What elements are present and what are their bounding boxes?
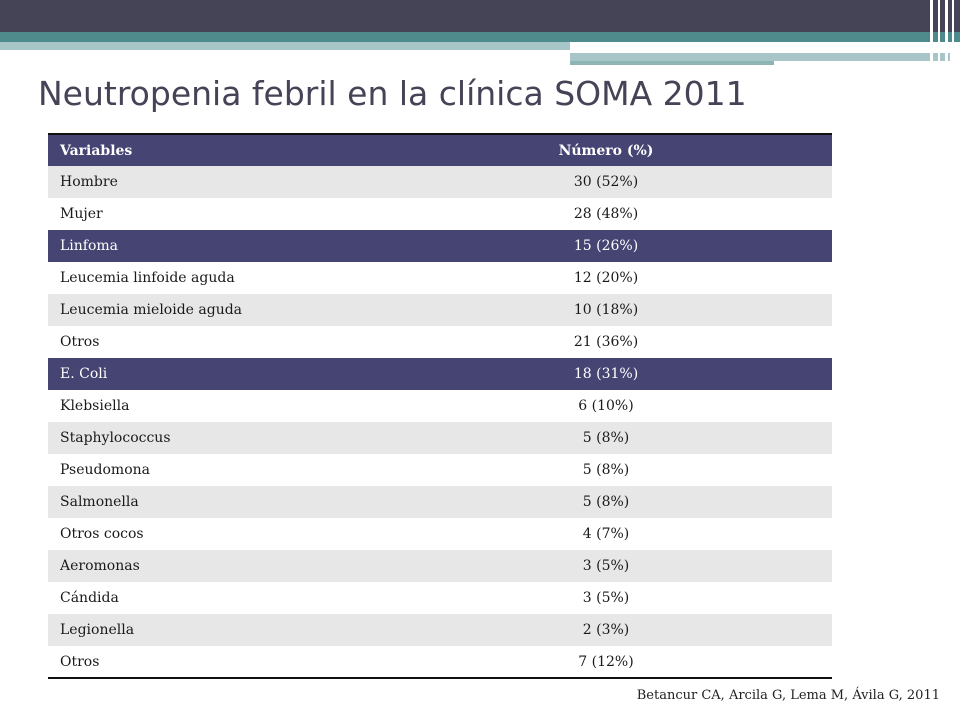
cell-variable: Linfoma bbox=[48, 230, 268, 262]
table-row: Otros 7 (12%) bbox=[48, 646, 832, 678]
cell-number: 5 (8%) bbox=[268, 422, 832, 454]
cell-number: 2 (3%) bbox=[268, 614, 832, 646]
table-row: Aeromonas 3 (5%) bbox=[48, 550, 832, 582]
cell-variable: Salmonella bbox=[48, 486, 268, 518]
table-row: Otros cocos 4 (7%) bbox=[48, 518, 832, 550]
cell-variable: Otros bbox=[48, 646, 268, 678]
cell-number: 12 (20%) bbox=[268, 262, 832, 294]
cell-number: 7 (12%) bbox=[268, 646, 832, 678]
cell-variable: Mujer bbox=[48, 198, 268, 230]
cell-number: 30 (52%) bbox=[268, 166, 832, 198]
cell-number: 3 (5%) bbox=[268, 582, 832, 614]
cell-variable: Leucemia mieloide aguda bbox=[48, 294, 268, 326]
header-divider bbox=[570, 50, 890, 53]
table-row: Cándida 3 (5%) bbox=[48, 582, 832, 614]
table-row: Otros 21 (36%) bbox=[48, 326, 832, 358]
header-stripe bbox=[945, 0, 948, 64]
cell-number: 6 (10%) bbox=[268, 390, 832, 422]
table-row: Legionella 2 (3%) bbox=[48, 614, 832, 646]
table-body: Hombre 30 (52%) Mujer 28 (48%) Linfoma 15 (26… bbox=[48, 166, 832, 678]
cell-variable: Pseudomona bbox=[48, 454, 268, 486]
column-header-number: Número (%) bbox=[268, 134, 832, 166]
table-row: Linfoma 15 (26%) bbox=[48, 230, 832, 262]
cell-variable: Hombre bbox=[48, 166, 268, 198]
data-table: Variables Número (%) Hombre 30 (52%) Mujer… bbox=[48, 133, 832, 679]
table-row: Pseudomona 5 (8%) bbox=[48, 454, 832, 486]
table-row: Leucemia mieloide aguda 10 (18%) bbox=[48, 294, 832, 326]
cell-number: 21 (36%) bbox=[268, 326, 832, 358]
table-row: Salmonella 5 (8%) bbox=[48, 486, 832, 518]
slide-title: Neutropenia febril en la clínica SOMA 20… bbox=[38, 74, 747, 113]
cell-variable: Staphylococcus bbox=[48, 422, 268, 454]
header-band bbox=[0, 0, 960, 32]
cell-number: 10 (18%) bbox=[268, 294, 832, 326]
header-stripe bbox=[938, 0, 940, 64]
table-row: Leucemia linfoide aguda 12 (20%) bbox=[48, 262, 832, 294]
citation: Betancur CA, Arcila G, Lema M, Ávila G, … bbox=[636, 688, 940, 703]
cell-number: 5 (8%) bbox=[268, 454, 832, 486]
cell-variable: Cándida bbox=[48, 582, 268, 614]
cell-variable: Klebsiella bbox=[48, 390, 268, 422]
cell-variable: E. Coli bbox=[48, 358, 268, 390]
column-header-variables: Variables bbox=[48, 134, 268, 166]
cell-number: 3 (5%) bbox=[268, 550, 832, 582]
header-light-band bbox=[0, 42, 570, 50]
cell-number: 15 (26%) bbox=[268, 230, 832, 262]
cell-variable: Otros bbox=[48, 326, 268, 358]
header-accent-band bbox=[0, 32, 960, 42]
table-row: Klebsiella 6 (10%) bbox=[48, 390, 832, 422]
cell-number: 4 (7%) bbox=[268, 518, 832, 550]
cell-number: 5 (8%) bbox=[268, 486, 832, 518]
cell-variable: Leucemia linfoide aguda bbox=[48, 262, 268, 294]
cell-number: 28 (48%) bbox=[268, 198, 832, 230]
table-row: Staphylococcus 5 (8%) bbox=[48, 422, 832, 454]
cell-variable: Legionella bbox=[48, 614, 268, 646]
cell-number: 18 (31%) bbox=[268, 358, 832, 390]
table-row: Mujer 28 (48%) bbox=[48, 198, 832, 230]
header-accent-strip-2 bbox=[570, 61, 774, 65]
table-header-row: Variables Número (%) bbox=[48, 134, 832, 166]
table-row: Hombre 30 (52%) bbox=[48, 166, 832, 198]
header-accent-strip bbox=[570, 53, 950, 61]
table-row: E. Coli 18 (31%) bbox=[48, 358, 832, 390]
cell-variable: Otros cocos bbox=[48, 518, 268, 550]
cell-variable: Aeromonas bbox=[48, 550, 268, 582]
header-stripe bbox=[952, 0, 954, 64]
header-stripe bbox=[930, 0, 933, 64]
